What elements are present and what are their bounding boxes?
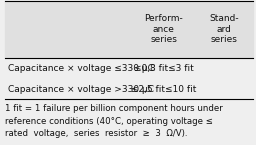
Text: ≤2,5 fit≤10 fit: ≤2,5 fit≤10 fit [131, 85, 197, 94]
Text: Capacitance × voltage ≤330 μC: Capacitance × voltage ≤330 μC [8, 64, 154, 73]
Text: ≤0,8 fit≤3 fit: ≤0,8 fit≤3 fit [134, 64, 194, 73]
Text: reference conditions (40°C, operating voltage ≤: reference conditions (40°C, operating vo… [5, 117, 213, 126]
Text: Capacitance × voltage >330 μC: Capacitance × voltage >330 μC [8, 85, 154, 94]
Text: rated  voltage,  series  resistor  ≥  3  Ω/V).: rated voltage, series resistor ≥ 3 Ω/V). [5, 129, 188, 138]
Text: Perform-
ance
series: Perform- ance series [144, 14, 183, 44]
Text: 1 fit = 1 failure per billion component hours under: 1 fit = 1 failure per billion component … [5, 104, 223, 113]
Text: Stand-
ard
series: Stand- ard series [209, 14, 239, 44]
